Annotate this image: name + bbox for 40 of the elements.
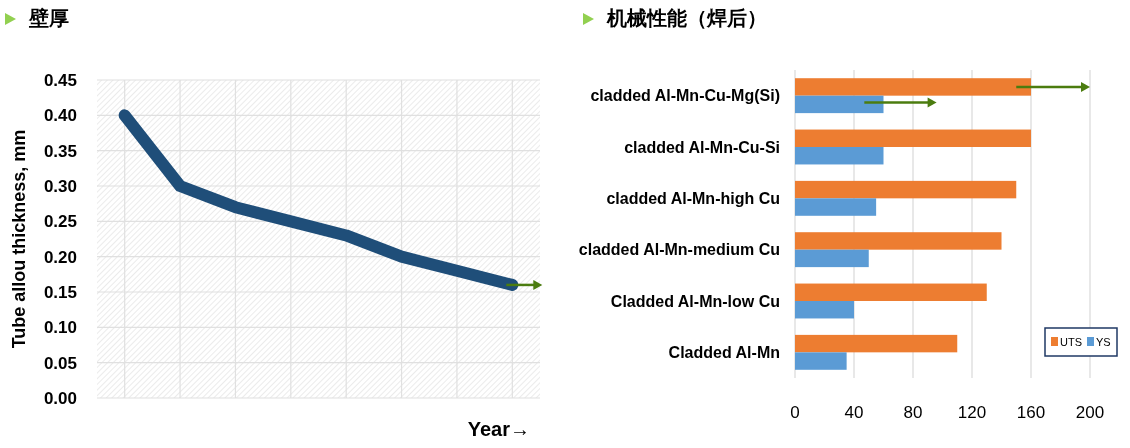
y-tick-label: 0.40 (43, 106, 77, 126)
bar (795, 301, 854, 319)
y-tick-label: cladded Al-Mn-Cu-Si (624, 138, 780, 156)
x-tick-label: 40 (844, 403, 864, 422)
legend-label: UTS (1060, 336, 1082, 348)
y-axis-title: Tube allou thickness, mm (9, 129, 29, 349)
x-tick-label: 160 (1016, 403, 1046, 422)
bar (795, 232, 1002, 250)
y-tick-label: 0.20 (43, 247, 77, 267)
bar (795, 95, 884, 114)
y-tick-label: Cladded Al-Mn (668, 343, 780, 361)
chart-title: 壁厚 (28, 6, 69, 30)
y-tick-label: 0.15 (43, 282, 77, 302)
bar (795, 249, 869, 268)
bar (795, 129, 1031, 147)
y-tick-label: 0.25 (43, 212, 77, 232)
x-axis-title: Year→ (467, 418, 530, 440)
y-tick-label: 0.35 (43, 141, 77, 161)
y-tick-label: Cladded Al-Mn-low Cu (610, 292, 780, 310)
chart-title: 机械性能（焊后） (606, 6, 767, 30)
x-tick-label: 0 (790, 403, 800, 422)
bar (795, 180, 1017, 199)
y-tick-label: 0.30 (43, 176, 77, 196)
x-tick-label: 120 (957, 403, 987, 422)
y-tick-label: cladded Al-Mn-Cu-Mg(Si) (590, 87, 780, 105)
y-tick-label: cladded Al-Mn-high Cu (606, 189, 780, 207)
y-tick-label: 0.00 (43, 388, 77, 408)
y-tick-label: 0.45 (43, 70, 77, 90)
x-tick-label: 80 (903, 403, 923, 422)
y-tick-label: 0.05 (43, 353, 77, 373)
bar (795, 283, 987, 301)
y-tick-label: 0.10 (43, 318, 77, 338)
bar (795, 147, 884, 165)
legend-label: YS (1096, 336, 1111, 348)
bar (795, 352, 847, 370)
y-tick-label: cladded Al-Mn-medium Cu (578, 241, 780, 259)
bar (795, 198, 877, 216)
x-tick-label: 200 (1075, 403, 1105, 422)
bar (795, 78, 1031, 96)
bar (795, 334, 958, 353)
